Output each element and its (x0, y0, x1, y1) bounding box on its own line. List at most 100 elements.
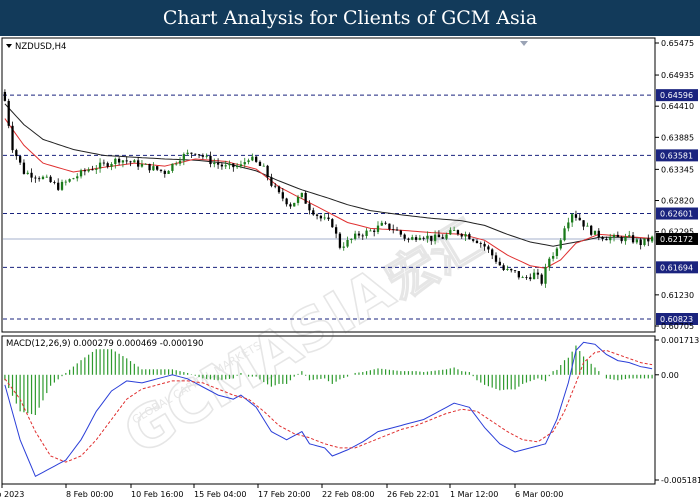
candle (186, 149, 189, 156)
candle (357, 230, 361, 239)
candle (175, 161, 178, 166)
candle-body (479, 243, 482, 244)
candle (152, 162, 155, 171)
candle-body (380, 222, 383, 226)
candle (163, 169, 166, 178)
candle-body (308, 203, 311, 211)
current-price-label: 0.62172 (660, 235, 693, 244)
candle (72, 177, 75, 180)
candle-body (555, 248, 559, 256)
macd-lines (4, 341, 653, 477)
candle (601, 236, 604, 242)
macd-axis: 0.001713 0.00 -0.005181 (655, 336, 700, 485)
candle (491, 248, 494, 260)
candle-body (156, 166, 159, 170)
candle-body (45, 176, 48, 178)
candle-body (468, 234, 471, 240)
time-tick-label: 26 Feb 22:01 (387, 490, 439, 499)
price-tick-label: 0.63345 (661, 165, 694, 174)
candle-body (277, 186, 281, 193)
candle-body (430, 235, 433, 241)
candle-body (57, 182, 60, 190)
candle-body (494, 255, 498, 262)
candle (167, 170, 170, 174)
candle-body (95, 168, 98, 170)
scroll-marker-icon[interactable] (520, 41, 528, 46)
candle-body (293, 202, 296, 207)
candle (239, 160, 243, 169)
symbol-dropdown-icon[interactable] (6, 44, 12, 48)
candle-body (590, 225, 593, 235)
candle-body (312, 210, 315, 215)
candle (369, 228, 372, 232)
candle-body (72, 178, 75, 180)
candle (121, 160, 125, 168)
candle-body (498, 261, 501, 266)
candle (296, 194, 300, 206)
candle (190, 152, 193, 158)
candle-body (624, 236, 627, 242)
candle-body (567, 222, 570, 229)
candle (392, 224, 395, 234)
candle-body (373, 230, 376, 232)
candle (133, 159, 136, 163)
macd-label: MACD(12,26,9) 0.000279 0.000469 -0.00019… (6, 339, 203, 349)
candle-body (643, 238, 646, 246)
candle (270, 173, 273, 188)
candle (315, 213, 319, 220)
candle-body (205, 155, 208, 157)
candle-body (178, 160, 182, 164)
ma-fast-line (4, 118, 653, 269)
candle-body (350, 238, 353, 240)
candle (449, 227, 452, 236)
candle (194, 153, 197, 156)
time-tick-label: 8 Feb 00:00 (66, 490, 113, 499)
candle (216, 158, 220, 169)
candle-body (148, 163, 151, 171)
candle (45, 174, 48, 178)
candle-body (331, 219, 334, 228)
candle (323, 213, 326, 221)
candle-body (464, 234, 467, 237)
candle (452, 226, 456, 231)
candle-body (137, 160, 140, 167)
candle-body (399, 230, 402, 235)
candle-body (251, 156, 254, 161)
symbol-label: NZDUSD,H4 (15, 42, 66, 52)
candle (464, 231, 467, 241)
candle-body (121, 160, 125, 163)
level-label: 0.63581 (660, 151, 693, 160)
candle-body (532, 272, 536, 280)
candle-body (110, 163, 113, 167)
macd-panel-frame (1, 335, 656, 485)
time-tick-label: 3 Feb 2023 (0, 490, 24, 499)
candle (53, 180, 56, 185)
candle-body (194, 153, 197, 155)
candle (137, 156, 140, 170)
candle-body (64, 181, 67, 183)
price-tick-label: 0.61230 (661, 291, 694, 300)
candle-body (601, 237, 604, 240)
candle (171, 163, 174, 173)
candle-body (41, 176, 45, 180)
candle-body (487, 246, 490, 250)
candle (574, 210, 578, 221)
candle-body (403, 234, 406, 239)
candle (342, 242, 345, 251)
candle-body (247, 160, 250, 163)
candle (441, 234, 444, 239)
candle-body (232, 163, 235, 168)
candle (361, 233, 364, 240)
candle-body (22, 162, 26, 174)
candle-body (129, 161, 132, 163)
candle-body (30, 172, 33, 178)
candle (529, 273, 532, 282)
level-label: 0.62601 (660, 210, 693, 219)
candle-body (452, 230, 456, 231)
candle (11, 121, 14, 153)
candle-body (544, 267, 547, 284)
candle (536, 268, 540, 280)
candle (437, 230, 441, 238)
price-axis: 0.65475 0.64935 0.64410 0.63885 0.63345 0.628… (655, 39, 694, 331)
candle (281, 187, 284, 202)
